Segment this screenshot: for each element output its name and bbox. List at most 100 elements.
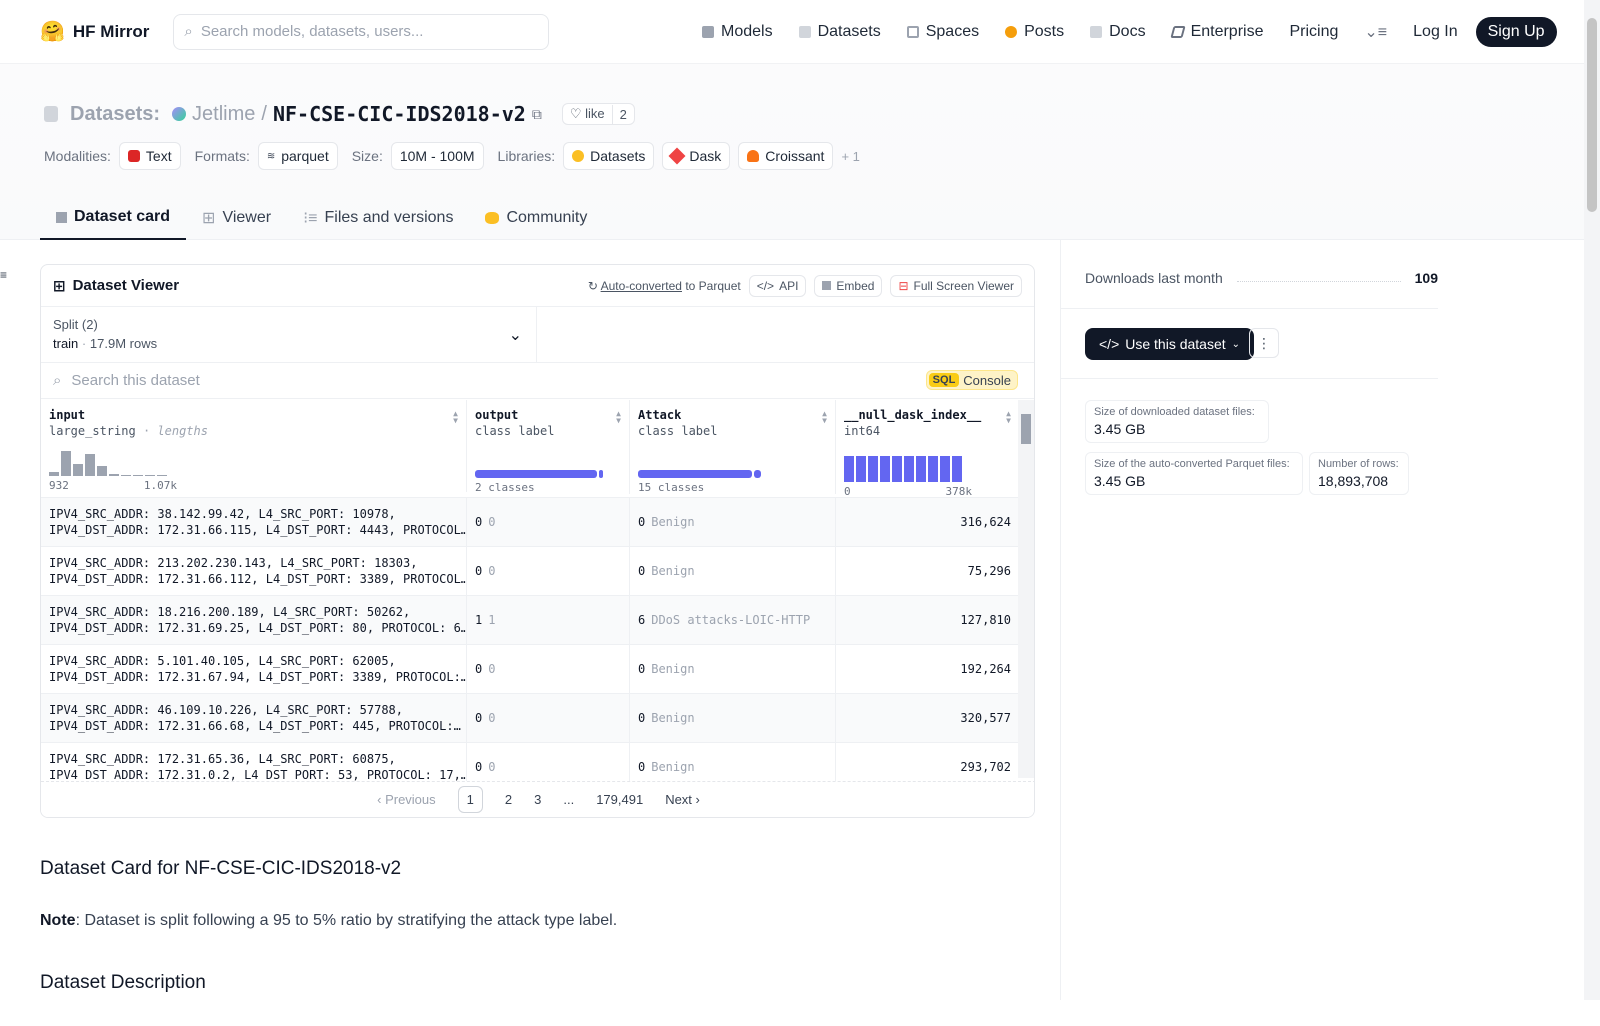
more-options-icon[interactable]: ⋮ [1249, 328, 1279, 358]
prev-page-button[interactable]: ‹ Previous [377, 792, 436, 807]
next-page-button[interactable]: Next › [665, 792, 700, 807]
histogram-bar[interactable] [952, 456, 962, 482]
histogram-bar[interactable] [97, 465, 107, 476]
cell-attack[interactable]: 0 Benign [630, 694, 836, 742]
col-header-output[interactable]: output class label ▲ ▼ 2 classes [467, 400, 630, 494]
page-1[interactable]: 1 [457, 786, 483, 813]
histogram-bar[interactable] [121, 474, 131, 476]
repo-name[interactable]: NF-CSE-CIC-IDS2018-v2 [272, 102, 526, 126]
sql-console-button[interactable]: SQL Console [925, 370, 1018, 390]
table-row[interactable]: IPV4_SRC_ADDR: 213.202.230.143, L4_SRC_P… [41, 547, 1019, 596]
page-scroll-thumb[interactable] [1587, 18, 1597, 212]
tag-datasets-lib[interactable]: Datasets [563, 142, 655, 170]
cell-attack[interactable]: 6 DDoS attacks-LOIC-HTTP [630, 596, 836, 644]
tag-size[interactable]: 10M - 100M [390, 142, 484, 170]
api-button[interactable]: </> API [748, 274, 807, 297]
tab-viewer[interactable]: ⊞ Viewer [202, 209, 272, 227]
cell-index[interactable]: 320,577 [960, 711, 1011, 725]
split-selector[interactable]: Split (2) train · 17.9M rows ⌄ [41, 307, 537, 362]
histogram-bar[interactable] [880, 456, 890, 482]
nav-docs[interactable]: Docs [1090, 23, 1146, 41]
table-scrollbar[interactable] [1018, 400, 1034, 778]
table-row[interactable]: IPV4_SRC_ADDR: 46.109.10.226, L4_SRC_POR… [41, 694, 1019, 743]
tag-parquet[interactable]: ≋ parquet [257, 142, 338, 170]
sort-icon[interactable]: ▲ ▼ [822, 409, 827, 425]
more-menu-icon[interactable]: ⌄≡ [1364, 24, 1388, 41]
copy-icon[interactable]: ⧉ [531, 105, 542, 122]
sort-icon[interactable]: ▲ ▼ [1006, 409, 1011, 425]
tab-files[interactable]: ⁝≡ Files and versions [303, 209, 454, 227]
sort-icon[interactable]: ▲ ▼ [616, 409, 621, 425]
col-header-index[interactable]: __null_dask_index__ int64 ▲ ▼ 0 378k [844, 408, 1011, 498]
col-header-input[interactable]: input large_string · lengths ▲ ▼ 932 1.07k [41, 400, 467, 492]
cell-input[interactable]: IPV4_SRC_ADDR: 5.101.40.105, L4_SRC_PORT… [41, 645, 467, 693]
scroll-thumb[interactable] [1021, 414, 1031, 444]
cell-index[interactable]: 75,296 [967, 564, 1011, 578]
page-scrollbar[interactable] [1584, 0, 1600, 1000]
cell-index[interactable]: 192,264 [960, 662, 1011, 676]
histogram-bar[interactable] [916, 456, 926, 482]
page-3[interactable]: 3 [534, 792, 542, 807]
tab-dataset-card[interactable]: Dataset card [40, 196, 187, 240]
nav-datasets[interactable]: Datasets [798, 23, 881, 41]
dataset-search-input[interactable]: ⌕ Search this dataset SQL Console [41, 363, 1034, 399]
histogram-bar[interactable] [892, 456, 902, 482]
histogram-bar[interactable] [940, 456, 950, 482]
nav-pricing[interactable]: Pricing [1289, 23, 1339, 40]
histogram-bar[interactable] [928, 456, 938, 482]
login-link[interactable]: Log In [1413, 23, 1458, 40]
nav-posts[interactable]: Posts [1005, 23, 1064, 41]
cell-index[interactable]: 127,810 [960, 613, 1011, 627]
histogram-bar[interactable] [49, 472, 59, 476]
nav-models[interactable]: Models [702, 23, 773, 41]
cell-index[interactable]: 293,702 [960, 760, 1011, 774]
tag-dask[interactable]: Dask [662, 142, 731, 170]
toc-toggle-icon[interactable]: ≡ [0, 268, 8, 282]
more-libraries[interactable]: + 1 [841, 148, 860, 164]
histogram-bar[interactable] [157, 474, 167, 476]
page-last[interactable]: 179,491 [596, 792, 644, 807]
table-row[interactable]: IPV4_SRC_ADDR: 172.31.65.36, L4_SRC_PORT… [41, 743, 1019, 792]
histogram-bar[interactable] [844, 456, 854, 482]
histogram-bar[interactable] [133, 474, 143, 476]
use-dataset-button[interactable]: </> Use this dataset ⌄ [1085, 328, 1255, 360]
cell-index[interactable]: 316,624 [960, 515, 1011, 529]
cell-attack[interactable]: 0 Benign [630, 645, 836, 693]
embed-button[interactable]: Embed [814, 274, 883, 297]
tag-croissant[interactable]: Croissant [738, 142, 834, 170]
cell-attack[interactable]: 0 Benign [630, 547, 836, 595]
tag-text[interactable]: Text [118, 142, 181, 170]
fullscreen-button[interactable]: ⊟ Full Screen Viewer [890, 274, 1022, 297]
histogram-bar[interactable] [145, 474, 155, 476]
signup-button[interactable]: Sign Up [1475, 17, 1557, 47]
histogram-bar[interactable] [73, 464, 83, 476]
nav-spaces[interactable]: Spaces [906, 23, 979, 41]
table-row[interactable]: IPV4_SRC_ADDR: 18.216.200.189, L4_SRC_PO… [41, 596, 1019, 645]
histogram-bar[interactable] [904, 456, 914, 482]
auto-converted-link[interactable]: ↻ Auto-converted to Parquet [587, 278, 741, 293]
table-row[interactable]: IPV4_SRC_ADDR: 38.142.99.42, L4_SRC_PORT… [41, 498, 1019, 547]
page-2[interactable]: 2 [504, 792, 513, 807]
repo-owner[interactable]: Jetlime [192, 102, 256, 125]
like-button[interactable]: ♡ like 2 [561, 103, 635, 125]
histogram-bar[interactable] [856, 456, 866, 482]
histogram-bar[interactable] [61, 451, 71, 476]
sort-icon[interactable]: ▲ ▼ [453, 409, 458, 425]
histogram-bar[interactable] [868, 456, 878, 482]
cell-input[interactable]: IPV4_SRC_ADDR: 38.142.99.42, L4_SRC_PORT… [41, 498, 467, 546]
col-header-attack[interactable]: Attack class label ▲ ▼ 15 classes [630, 400, 836, 494]
histogram-bar[interactable] [85, 453, 95, 476]
nav-enterprise[interactable]: Enterprise [1169, 23, 1263, 41]
cell-attack[interactable]: 0 Benign [630, 743, 836, 791]
table-row[interactable]: IPV4_SRC_ADDR: 5.101.40.105, L4_SRC_PORT… [41, 645, 1019, 694]
histogram-bar[interactable] [109, 473, 119, 476]
cell-input[interactable]: IPV4_SRC_ADDR: 213.202.230.143, L4_SRC_P… [41, 547, 467, 595]
tab-community[interactable]: Community [469, 196, 603, 240]
cell-input[interactable]: IPV4_SRC_ADDR: 172.31.65.36, L4_SRC_PORT… [41, 743, 467, 791]
